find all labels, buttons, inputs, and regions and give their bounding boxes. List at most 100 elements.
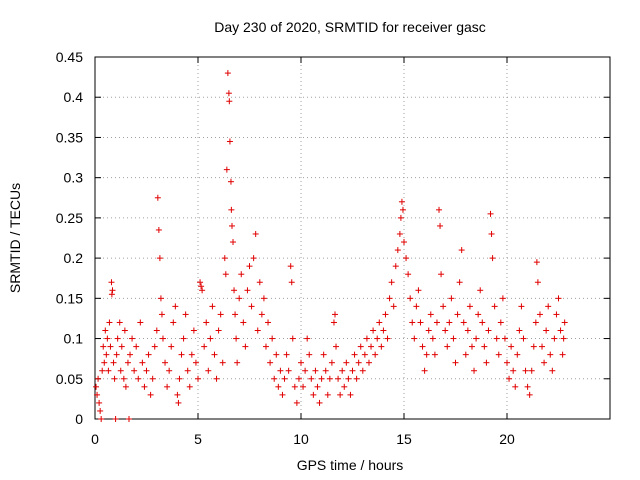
data-point — [378, 343, 385, 350]
data-point — [151, 343, 158, 350]
data-point — [331, 311, 338, 318]
data-point — [275, 383, 282, 390]
data-point — [228, 206, 235, 213]
data-point — [175, 399, 182, 406]
data-point — [113, 351, 120, 358]
data-point — [118, 343, 125, 350]
data-point — [228, 222, 235, 229]
data-point — [231, 287, 238, 294]
data-point — [205, 367, 212, 374]
data-point — [226, 138, 233, 145]
data-point — [260, 295, 267, 302]
data-point — [97, 407, 104, 414]
data-point — [541, 359, 548, 366]
data-point — [227, 178, 234, 185]
data-point — [464, 327, 471, 334]
data-point — [376, 319, 383, 326]
data-point — [232, 311, 239, 318]
data-point — [145, 351, 152, 358]
data-point — [233, 335, 240, 342]
data-point — [479, 319, 486, 326]
data-point — [254, 327, 261, 334]
data-point — [386, 295, 393, 302]
data-point — [409, 319, 416, 326]
data-point — [337, 391, 344, 398]
data-point — [425, 327, 432, 334]
data-point — [326, 375, 333, 382]
data-point — [407, 295, 414, 302]
y-tick-label: 0.45 — [56, 49, 83, 65]
data-point — [518, 303, 525, 310]
data-point — [121, 327, 128, 334]
y-tick-label: 0.3 — [64, 170, 84, 186]
data-point — [198, 283, 205, 290]
data-point — [225, 90, 232, 97]
y-tick-label: 0.4 — [64, 89, 84, 105]
data-point — [365, 359, 372, 366]
data-point — [174, 391, 181, 398]
data-point — [491, 303, 498, 310]
data-point — [536, 311, 543, 318]
data-point — [351, 351, 358, 358]
data-point — [396, 230, 403, 237]
data-point — [368, 343, 375, 350]
data-point — [481, 343, 488, 350]
data-point — [547, 351, 554, 358]
data-point — [450, 335, 457, 342]
data-point — [497, 319, 504, 326]
data-point — [203, 319, 210, 326]
data-point — [111, 375, 118, 382]
y-tick-label: 0.35 — [56, 129, 83, 145]
data-point — [304, 335, 311, 342]
data-point — [109, 287, 116, 294]
data-point — [475, 311, 482, 318]
data-point — [246, 263, 253, 270]
x-ticks: 0 5 10 15 20 — [91, 57, 515, 447]
data-point — [549, 367, 556, 374]
x-tick-label: 5 — [194, 431, 202, 447]
data-point — [258, 311, 265, 318]
data-point — [143, 367, 150, 374]
data-point — [512, 383, 519, 390]
data-point — [135, 375, 142, 382]
data-point — [156, 255, 163, 262]
data-point — [438, 271, 445, 278]
data-point — [534, 279, 541, 286]
data-point — [221, 255, 228, 262]
data-point — [197, 279, 204, 286]
x-tick-label: 0 — [91, 431, 99, 447]
data-point — [153, 327, 160, 334]
data-point — [456, 279, 463, 286]
data-point — [308, 375, 315, 382]
plot-frame — [94, 56, 611, 420]
data-point — [262, 343, 269, 350]
data-point — [291, 383, 298, 390]
data-point — [224, 70, 231, 77]
data-point — [122, 383, 129, 390]
data-point — [170, 319, 177, 326]
data-point — [380, 327, 387, 334]
data-point — [466, 303, 473, 310]
data-point — [555, 295, 562, 302]
data-point — [300, 383, 307, 390]
data-point — [388, 279, 395, 286]
data-point — [559, 351, 566, 358]
data-point — [533, 259, 540, 266]
data-point — [287, 263, 294, 270]
data-point — [335, 375, 342, 382]
data-point — [553, 311, 560, 318]
data-point — [129, 335, 136, 342]
data-point — [234, 359, 241, 366]
data-point — [328, 359, 335, 366]
data-point — [108, 291, 115, 298]
data-point — [273, 351, 280, 358]
data-point — [437, 222, 444, 229]
data-point — [394, 247, 401, 254]
data-point — [256, 279, 263, 286]
data-point — [483, 359, 490, 366]
data-point — [293, 399, 300, 406]
data-point — [120, 375, 127, 382]
data-point — [271, 375, 278, 382]
data-point — [267, 359, 274, 366]
data-point — [372, 351, 379, 358]
